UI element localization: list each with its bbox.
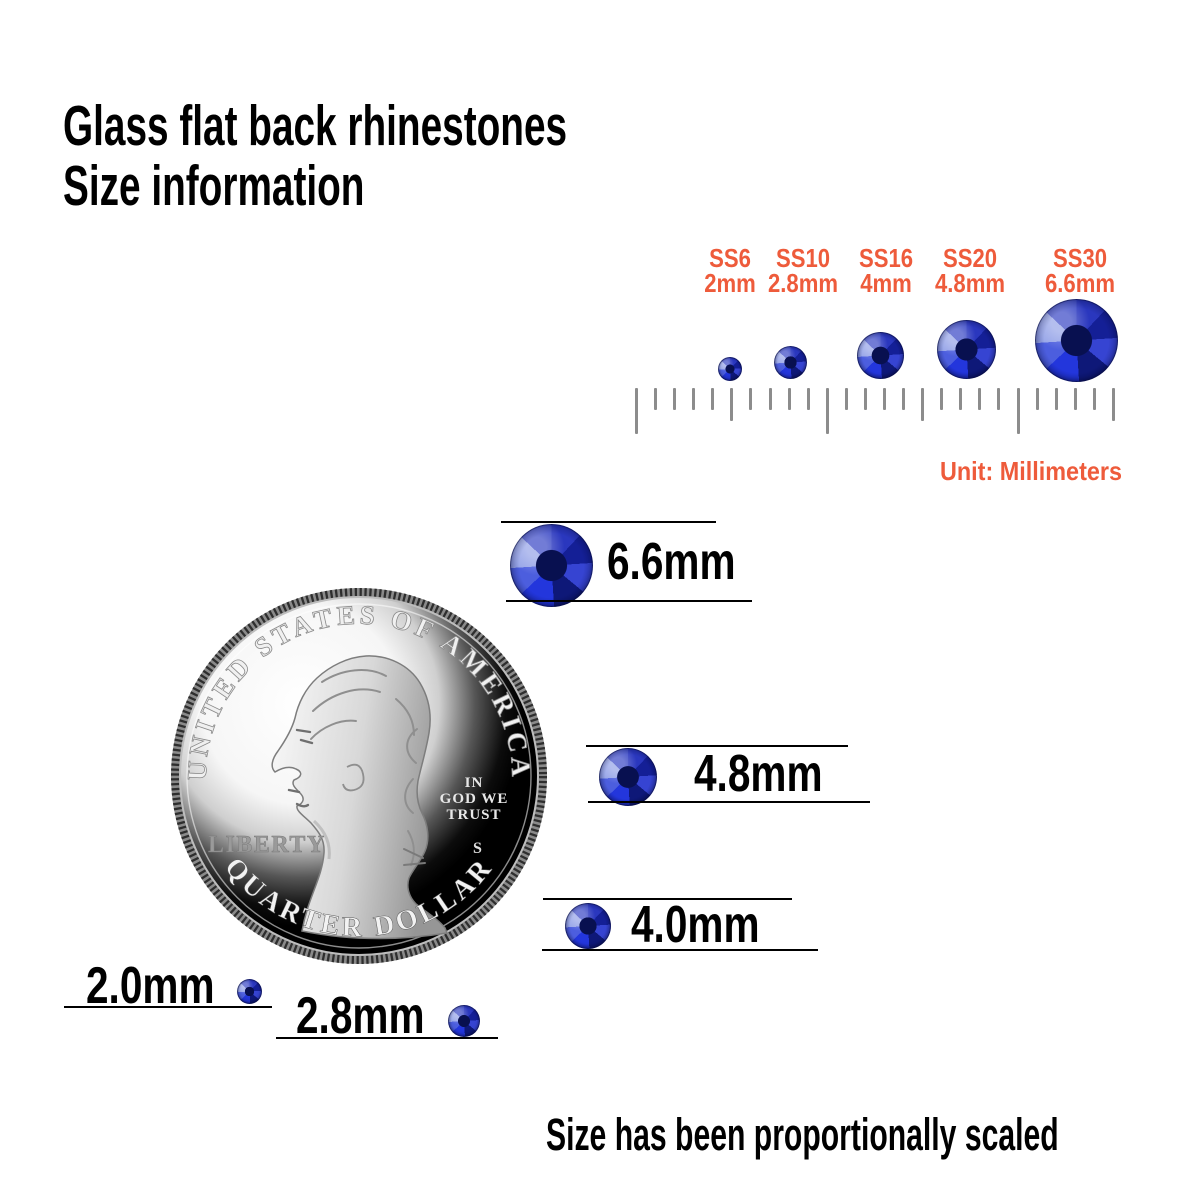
size-mm: 2mm: [704, 268, 756, 298]
size-chart-label-ss10: SS10 2.8mm: [767, 243, 839, 298]
rhinestone-ss6: [718, 357, 742, 381]
page-title-line2: Size information: [63, 154, 365, 218]
page-title-line1: Glass flat back rhinestones: [63, 94, 568, 158]
label-2-0mm: 2.0mm: [86, 957, 215, 1015]
label-4-8mm: 4.8mm: [694, 745, 823, 803]
coin-mint-mark: S: [473, 840, 482, 857]
label-4-0mm: 4.0mm: [631, 896, 760, 954]
size-code: SS30: [1052, 243, 1108, 273]
ruler-tick: [654, 388, 658, 410]
rhinestone-ss20: [937, 320, 996, 379]
footer-note: Size has been proportionally scaled: [546, 1109, 1059, 1160]
ruler-tick: [959, 388, 963, 410]
ruler-tick: [883, 388, 887, 410]
ruler-tick: [825, 388, 829, 434]
size-code: SS16: [858, 243, 914, 273]
size-code: SS10: [775, 243, 831, 273]
ruler-tick: [940, 388, 944, 410]
size-mm: 6.6mm: [1044, 268, 1116, 298]
ruler-tick: [787, 388, 791, 410]
ruler-tick: [1092, 388, 1096, 410]
ponytail-ribbon: [403, 848, 426, 866]
size-chart-label-ss20: SS20 4.8mm: [934, 243, 1006, 298]
jaw-shading: [312, 819, 331, 860]
motto-line-1: IN: [465, 775, 484, 791]
row-4-0-top-line: [543, 898, 792, 900]
size-mm: 4mm: [860, 268, 912, 298]
ruler-tick: [1035, 388, 1039, 410]
motto-line-2: GOD WE: [440, 791, 509, 807]
row-2-8-underline: [276, 1037, 498, 1039]
ruler-tick: [806, 388, 810, 410]
page-title: Glass flat back rhinestones Size informa…: [63, 96, 567, 216]
face-detail: [287, 728, 314, 808]
ruler-tick: [768, 388, 772, 410]
label-6-6mm: 6.6mm: [607, 533, 736, 591]
ruler-tick: [730, 388, 734, 421]
ruler-tick: [978, 388, 982, 410]
size-code: SS20: [942, 243, 998, 273]
hair-detail: [310, 669, 418, 866]
row-4-8-bottom-line: [588, 801, 870, 803]
rhinestone-ss30: [1035, 299, 1118, 382]
ruler-tick: [1073, 388, 1077, 410]
stone-2-0mm: [237, 979, 262, 1004]
row-2-0-underline: [64, 1006, 272, 1008]
size-code: SS6: [709, 243, 751, 273]
quarter-coin-image: UNITED STATES OF AMERICA QUARTER DOLLAR …: [171, 588, 547, 964]
ruler-tick: [673, 388, 677, 410]
ruler-tick: [844, 388, 848, 410]
ruler-tick: [711, 388, 715, 410]
rhinestone-ss10: [774, 346, 807, 379]
coin-liberty-text: LIBERTY: [208, 832, 326, 858]
unit-label: Unit: Millimeters: [939, 456, 1122, 486]
ruler-tick: [1016, 388, 1020, 434]
label-2-8mm: 2.8mm: [296, 987, 425, 1045]
row-4-0-bottom-line: [542, 949, 818, 951]
ruler-tick: [692, 388, 696, 410]
rhinestone-ss16: [857, 332, 904, 379]
ruler: [635, 388, 1115, 438]
size-mm: 2.8mm: [767, 268, 839, 298]
motto-line-3: TRUST: [446, 807, 501, 823]
stone-4-0mm: [565, 903, 611, 949]
ruler-tick: [997, 388, 1001, 410]
coin-reeding: [171, 588, 547, 964]
ruler-tick: [921, 388, 925, 421]
row-6-6-bottom-line: [506, 600, 752, 602]
washington-bust: [271, 655, 449, 940]
coin-motto-text: IN GOD WE TRUST: [440, 775, 509, 823]
size-chart-label-ss30: SS30 6.6mm: [1044, 243, 1116, 298]
stone-4-8mm: [599, 748, 657, 806]
ear-detail: [342, 763, 365, 792]
ruler-tick: [902, 388, 906, 410]
size-chart-label-ss6: SS6 2mm: [704, 243, 756, 298]
stone-6-6mm: [510, 524, 593, 607]
ruler-tick: [749, 388, 753, 410]
coin-inner-ring: [186, 603, 532, 949]
stone-2-8mm: [448, 1005, 480, 1037]
ruler-tick: [1111, 388, 1115, 421]
ruler-tick: [863, 388, 867, 410]
size-mm: 4.8mm: [934, 268, 1006, 298]
size-chart-label-ss16: SS16 4mm: [858, 243, 914, 298]
row-6-6-top-line: [501, 521, 716, 523]
ruler-tick: [1054, 388, 1058, 410]
row-4-8-top-line: [586, 745, 848, 747]
ruler-tick: [635, 388, 638, 434]
